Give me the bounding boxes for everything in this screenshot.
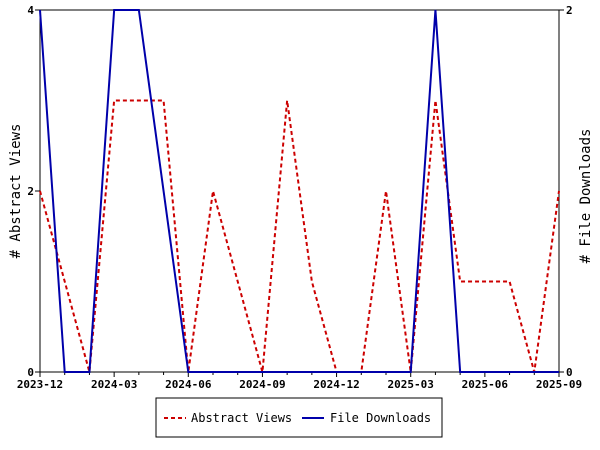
x-tick-label: 2025-06 (462, 378, 509, 391)
left-tick-label: 4 (27, 4, 34, 17)
series-line-abstract-views (39, 99, 560, 373)
x-tick-label: 2024-12 (313, 378, 359, 391)
x-tick-label: 2025-09 (536, 378, 582, 391)
left-y-axis: 0 2 4 (27, 4, 40, 379)
x-tick-label: 2024-03 (91, 378, 137, 391)
legend-box (155, 397, 443, 438)
legend-label-abstract-views: Abstract Views (191, 411, 292, 425)
legend-label-file-downloads: File Downloads (330, 411, 431, 425)
series-line-file-downloads (39, 9, 559, 373)
series-layer (39, 9, 560, 373)
x-tick-label: 2025-03 (388, 378, 434, 391)
plot-border (39, 9, 560, 373)
legend: Abstract Views File Downloads (155, 397, 443, 438)
left-tick-label: 2 (27, 185, 34, 198)
x-tick-label: 2023-12 (17, 378, 63, 391)
x-tick-label: 2024-09 (239, 378, 285, 391)
right-axis-title: # File Downloads (578, 129, 594, 264)
right-y-axis: 02 (559, 4, 573, 379)
right-tick-label: 0 (566, 366, 573, 379)
left-axis-title: # Abstract Views (8, 124, 24, 259)
left-tick-label: 0 (27, 366, 34, 379)
x-tick-label: 2024-06 (165, 378, 212, 391)
plot-area (39, 9, 560, 373)
right-tick-label: 2 (566, 4, 573, 17)
x-axis: 2023-12 2024-03 2024-06 2024-09 2024-12 2025-… (17, 372, 582, 391)
